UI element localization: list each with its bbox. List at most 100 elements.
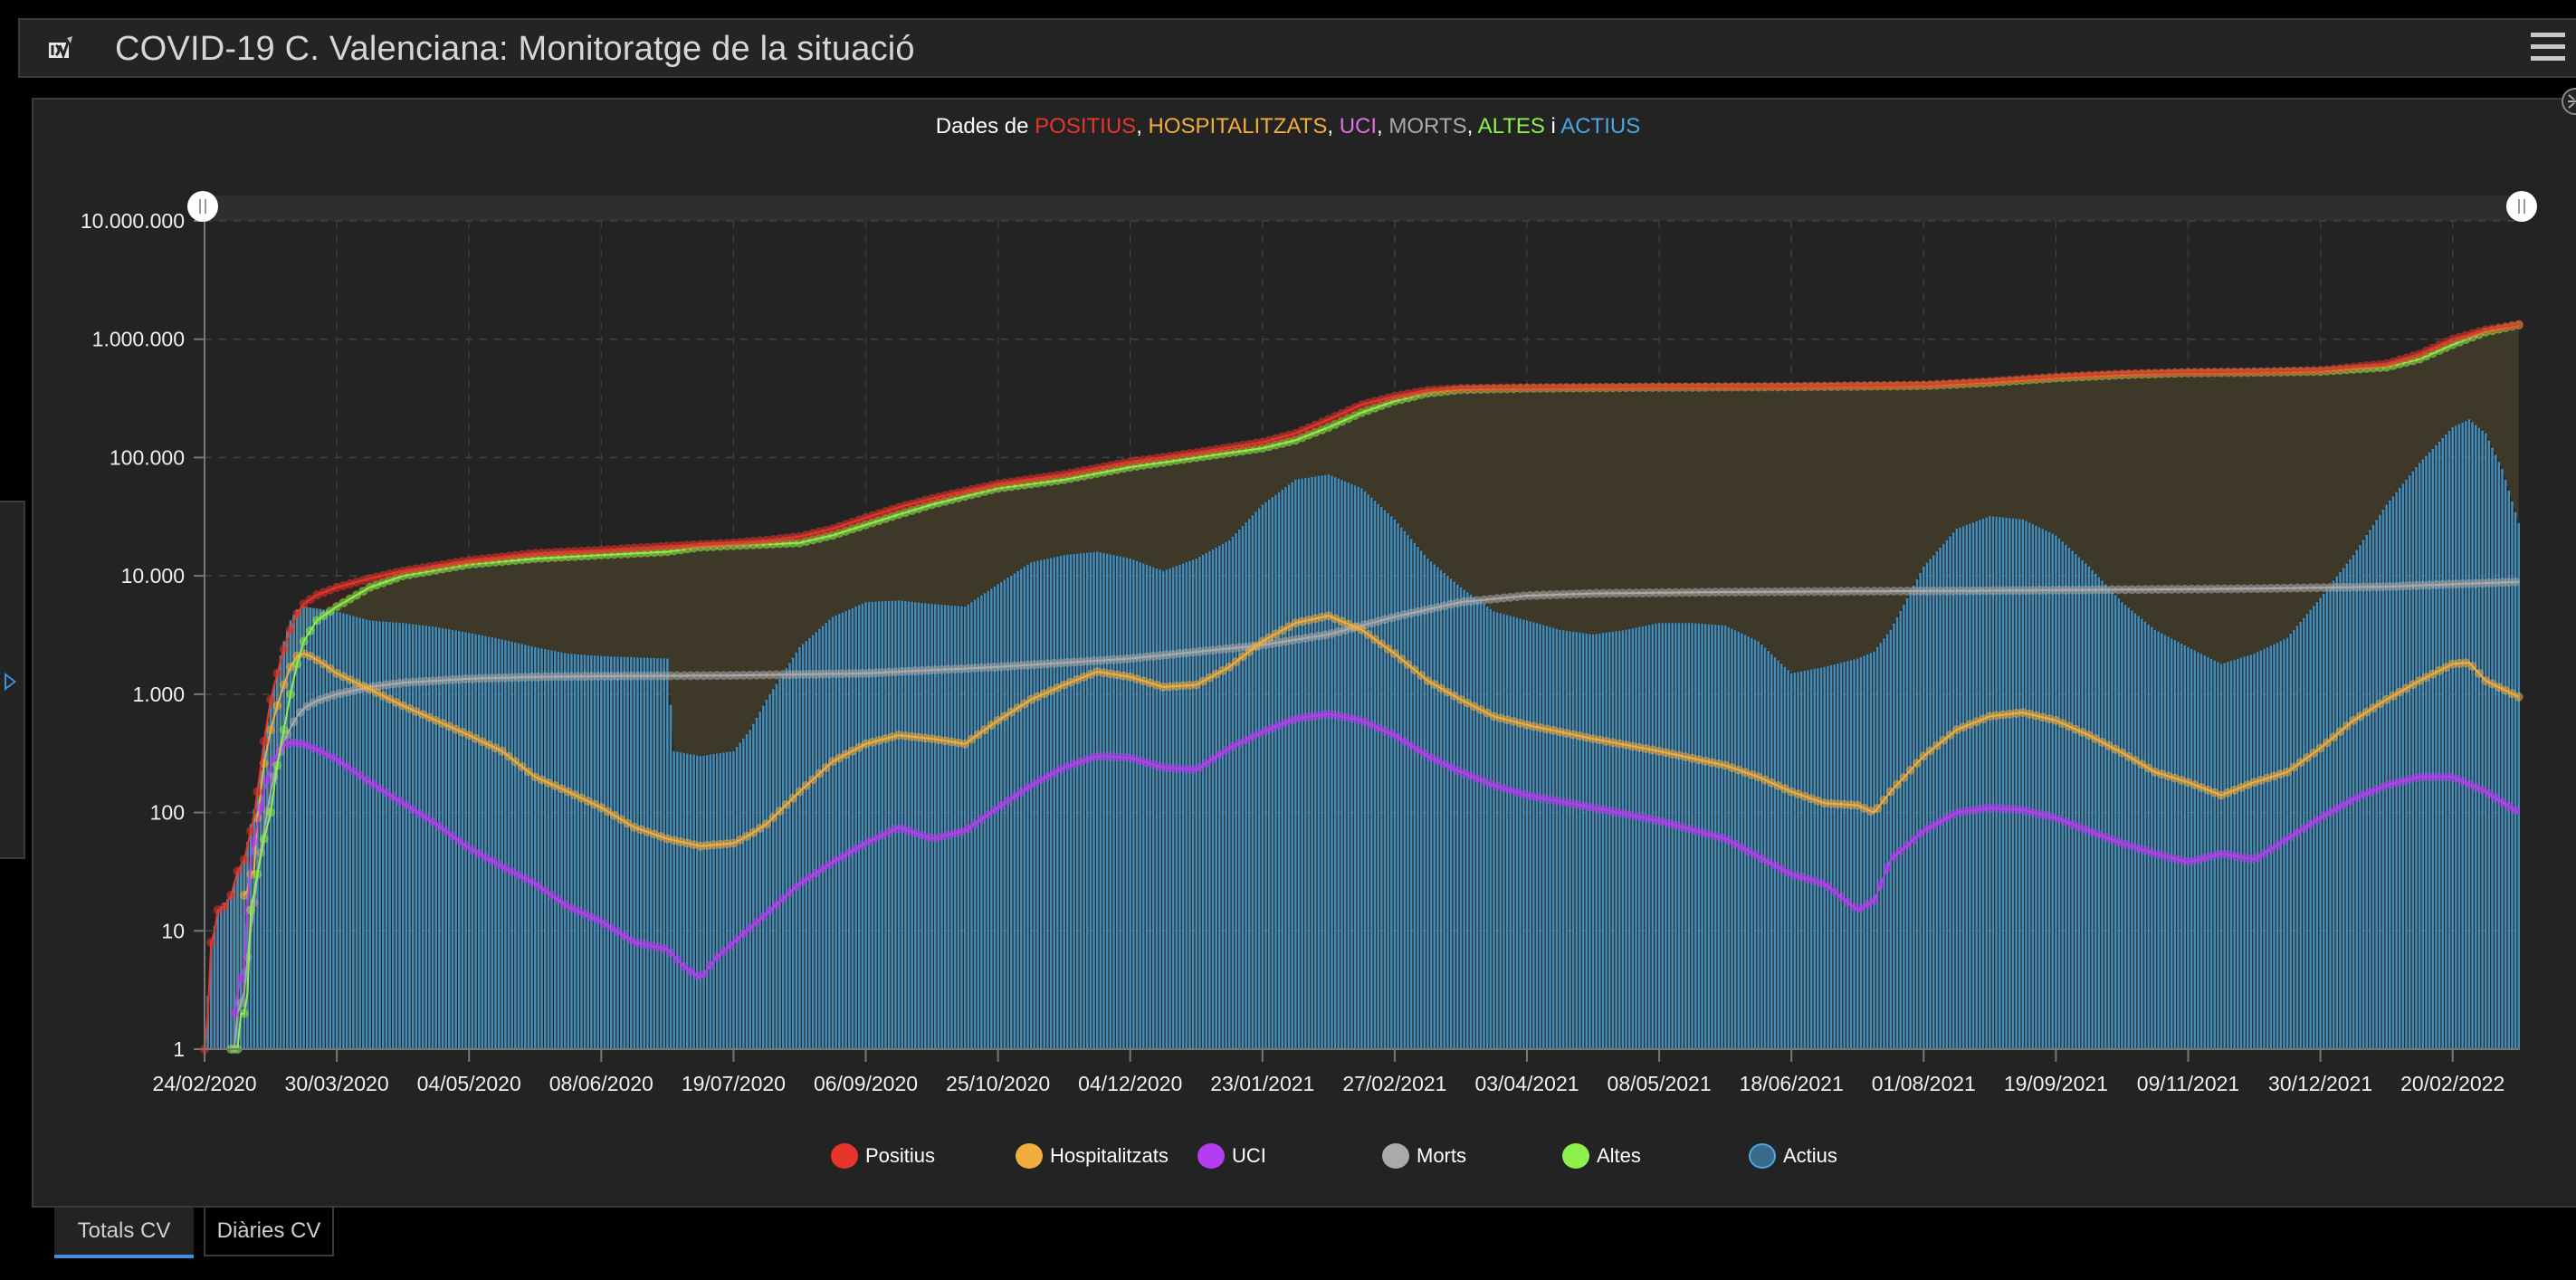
marker-altes	[305, 626, 315, 635]
marker-morts	[2008, 586, 2018, 596]
bar-actius	[1139, 562, 1141, 1049]
bar-actius	[1066, 554, 1069, 1049]
bar-actius	[639, 657, 643, 1049]
bar-actius	[1485, 607, 1489, 1049]
bar-actius	[1132, 559, 1135, 1049]
marker-uci	[1413, 745, 1423, 755]
marker-morts	[1797, 587, 1807, 597]
marker-altes	[325, 607, 335, 616]
marker-uci	[1989, 803, 1999, 813]
marker-morts	[2226, 584, 2236, 594]
marker-morts	[1895, 586, 1905, 596]
bar-actius	[2239, 657, 2243, 1049]
marker-morts	[2497, 578, 2507, 587]
marker-uci	[2497, 798, 2507, 807]
bar-actius	[342, 613, 345, 1049]
marker-positius	[596, 545, 606, 555]
marker-morts	[1942, 586, 1951, 596]
bar-actius	[1581, 633, 1585, 1049]
bar-actius	[491, 637, 494, 1049]
bar-actius	[709, 754, 712, 1049]
bar-actius	[1389, 516, 1393, 1049]
marker-morts	[1029, 660, 1039, 670]
bar-actius	[808, 637, 811, 1049]
bar-actius	[345, 614, 348, 1049]
marker-uci	[1009, 791, 1019, 801]
marker-positius	[695, 540, 705, 549]
marker-uci	[1175, 764, 1185, 774]
marker-hospitalitzats	[1271, 629, 1281, 639]
marker-morts	[1169, 649, 1178, 659]
tab-diaries-cv[interactable]: Diàries CV	[204, 1208, 334, 1256]
bar-actius	[1783, 666, 1787, 1049]
marker-morts	[481, 673, 491, 683]
marker-morts	[2187, 584, 2197, 594]
marker-positius	[1575, 382, 1585, 392]
marker-morts	[1095, 655, 1105, 665]
marker-positius	[1833, 381, 1843, 391]
bar-actius	[1049, 558, 1053, 1049]
bar-actius	[1304, 478, 1307, 1049]
bar-actius	[517, 643, 520, 1049]
bar-actius	[2511, 501, 2514, 1049]
marker-morts	[2246, 584, 2256, 594]
marker-hospitalitzats	[2335, 727, 2345, 737]
bar-actius	[388, 622, 391, 1049]
bar-actius	[2494, 454, 2497, 1049]
bar-actius	[2487, 440, 2491, 1049]
bar-actius	[828, 619, 831, 1049]
marker-positius	[1733, 382, 1743, 392]
bar-actius	[2467, 419, 2471, 1049]
marker-morts	[2219, 584, 2229, 594]
bar-actius	[1809, 669, 1813, 1049]
bar-actius	[1317, 475, 1321, 1049]
marker-hospitalitzats	[1251, 642, 1261, 652]
bar-actius	[656, 658, 659, 1049]
bar-actius	[1407, 535, 1409, 1049]
side-panel-toggle[interactable]	[0, 501, 25, 859]
marker-morts	[1711, 587, 1721, 597]
marker-hospitalitzats	[266, 725, 276, 735]
marker-hospitalitzats	[1178, 681, 1188, 691]
marker-positius	[1655, 382, 1665, 392]
marker-positius	[603, 545, 613, 555]
bar-actius	[1105, 553, 1109, 1049]
bar-actius	[1413, 542, 1417, 1049]
marker-positius	[2131, 368, 2141, 378]
bar-actius	[467, 633, 471, 1049]
marker-positius	[2249, 367, 2259, 377]
marker-hospitalitzats	[801, 780, 811, 790]
range-slider-handle-start[interactable]	[187, 191, 218, 222]
marker-morts	[289, 717, 299, 727]
x-tick-label: 01/08/2021	[1872, 1072, 1976, 1095]
marker-morts	[2319, 583, 2329, 593]
marker-uci	[1181, 764, 1191, 774]
bar-actius	[1757, 641, 1760, 1049]
bar-actius	[497, 638, 501, 1049]
bar-actius	[725, 751, 729, 1049]
marker-hospitalitzats	[695, 841, 705, 851]
marker-uci	[712, 952, 722, 962]
marker-positius	[643, 542, 653, 552]
marker-morts	[2199, 584, 2209, 594]
chart-title-part: ,	[1377, 114, 1389, 139]
marker-altes	[266, 807, 276, 817]
bar-actius	[2087, 566, 2091, 1049]
range-slider-handle-end[interactable]	[2506, 191, 2537, 222]
bar-actius	[560, 652, 563, 1049]
marker-positius	[589, 546, 599, 556]
bar-actius	[1301, 478, 1303, 1049]
hamburger-menu-icon[interactable]	[2531, 33, 2565, 63]
bar-actius	[821, 626, 825, 1049]
legend-label: Hospitalitzats	[1050, 1144, 1169, 1167]
bar-actius	[1208, 550, 1211, 1049]
tab-totals-cv[interactable]: Totals CV	[54, 1208, 194, 1258]
marker-positius	[523, 549, 533, 559]
app-title: COVID-19 C. Valenciana: Monitoratge de l…	[115, 30, 915, 68]
bar-actius	[1161, 570, 1165, 1049]
marker-positius	[2369, 360, 2379, 370]
bar-actius	[262, 743, 266, 1049]
marker-morts	[1922, 586, 1932, 596]
marker-hospitalitzats	[1409, 665, 1419, 675]
marker-positius	[1132, 456, 1142, 466]
